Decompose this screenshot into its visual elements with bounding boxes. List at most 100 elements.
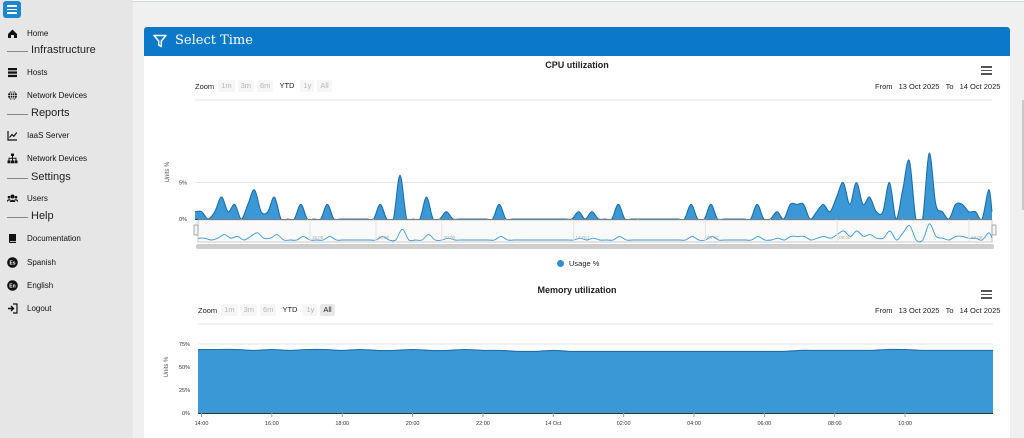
memory-y-tick-label: 75% (179, 342, 190, 348)
cpu-zoom-1y-button[interactable]: 1y (300, 80, 315, 92)
logout-icon (7, 302, 18, 314)
sidebar-section-reports: Reports (0, 106, 133, 122)
memory-series-area[interactable] (198, 349, 993, 413)
memory-x-tick-label: 14:00 (195, 421, 209, 427)
server-icon (7, 67, 18, 78)
memory-x-tick-label: 08:00 (828, 421, 842, 427)
menu-toggle-button[interactable] (3, 1, 21, 18)
sidebar-item-home[interactable]: Home (0, 24, 133, 42)
sidebar-item-users[interactable]: Users (0, 189, 133, 207)
navigator-tick-label: 18:00 (378, 235, 390, 240)
navigator-tick-label: 12:00 (971, 235, 983, 240)
sidebar-item-label: Spanish (27, 257, 56, 267)
legend-dot (557, 260, 564, 267)
home-icon (7, 28, 18, 39)
spanish-flag-icon: Es (7, 256, 18, 268)
cpu-zoom-label: Zoom (195, 81, 215, 91)
navigator-series-line (197, 223, 993, 243)
cpu-zoom-3m-button[interactable]: 3m (237, 80, 255, 92)
cpu-range-to-input[interactable]: 14 Oct 2025 (959, 82, 1001, 91)
navigator-right-handle[interactable] (991, 224, 997, 236)
memory-x-tick-label: 04:00 (687, 421, 701, 427)
cpu-zoom-all-button[interactable]: All (317, 80, 332, 92)
cpu-series-line[interactable] (194, 152, 993, 228)
cpu-y-tick-label: 5% (179, 181, 187, 187)
memory-y-tick-label: 50% (179, 365, 190, 371)
memory-zoom-3m-button[interactable]: 3m (240, 304, 258, 316)
sidebar-item-label: Network Devices (27, 153, 88, 163)
cpu-zoom-controls: Zoom 1m 3m 6m YTD 1y All (195, 80, 335, 92)
section-divider (7, 114, 28, 115)
sidebar-section-settings: Settings (0, 170, 133, 186)
book-icon (7, 233, 18, 244)
users-icon (7, 193, 18, 204)
menu-icon-bar (7, 5, 17, 7)
cpu-series-area[interactable] (195, 153, 992, 227)
sidebar-item-network-devices[interactable]: Network Devices (0, 86, 133, 104)
memory-x-tick-label: 18:00 (335, 421, 349, 427)
cpu-range-from-input[interactable]: 13 Oct 2025 (898, 82, 940, 91)
memory-zoom-all-button[interactable]: All (320, 304, 335, 316)
navigator-tick-label: 08:00 (839, 235, 851, 240)
memory-x-tick-label: 02:00 (617, 421, 631, 427)
memory-range-from-label: From (875, 306, 893, 315)
cpu-zoom-6m-button[interactable]: 6m (257, 80, 274, 92)
memory-series-line[interactable] (197, 348, 993, 353)
memory-x-tick-label: 10:00 (898, 421, 912, 427)
menu-icon-bar (7, 12, 17, 14)
memory-x-tick-label: 16:00 (265, 421, 279, 427)
panel-title: Select Time (175, 33, 253, 48)
cpu-range-to-label: To (945, 82, 954, 91)
memory-range-from-input[interactable]: 13 Oct 2025 (898, 306, 940, 315)
memory-date-range: From 13 Oct 2025 To 14 Oct 2025 (875, 306, 1000, 315)
memory-zoom-1y-button[interactable]: 1y (303, 304, 318, 316)
navigator-left-handle[interactable] (193, 224, 199, 236)
cpu-legend[interactable]: Usage % (557, 259, 599, 268)
sidebar-item-hosts[interactable]: Hosts (0, 63, 133, 81)
cpu-range-from-label: From (875, 82, 893, 91)
cpu-date-range: From 13 Oct 2025 To 14 Oct 2025 (875, 82, 1000, 91)
sidebar-item-logout[interactable]: Logout (0, 299, 133, 317)
navigator-tick-label: 16:00 (312, 235, 324, 240)
sidebar-section-heading: Infrastructure (31, 44, 96, 56)
navigator-tick-label: 20:00 (444, 235, 456, 240)
cpu-zoom-ytd-button[interactable]: YTD (276, 80, 298, 92)
sidebar-item-label: Network Devices (27, 90, 88, 100)
sidebar-item-label: English (27, 280, 54, 290)
cpu-y-tick-label: 0% (179, 217, 187, 223)
memory-zoom-6m-button[interactable]: 6m (260, 304, 277, 316)
sidebar-item-documentation[interactable]: Documentation (0, 229, 133, 247)
cpu-navigator[interactable]: 16:00 18:00 20:00 14 Oct 04:00 08:00 12:00 (192, 219, 998, 251)
svg-text:En: En (9, 283, 15, 289)
memory-x-tick-label: 22:00 (476, 421, 490, 427)
cpu-chart-menu-icon[interactable] (981, 66, 992, 75)
sidebar-section-help: Help (0, 209, 133, 225)
cpu-zoom-1m-button[interactable]: 1m (218, 80, 235, 92)
memory-zoom-ytd-button[interactable]: YTD (279, 304, 301, 316)
navigator-scrollbar[interactable] (196, 244, 994, 249)
sidebar-item-spanish[interactable]: Es Spanish (0, 253, 133, 271)
sidebar-item-iaas-server[interactable]: IaaS Server (0, 126, 133, 144)
sidebar-item-label: IaaS Server (27, 130, 70, 140)
top-divider (133, 0, 1024, 2)
svg-text:Es: Es (9, 260, 15, 266)
sidebar-section-heading: Reports (31, 107, 70, 119)
sidebar-item-label: Hosts (27, 67, 48, 77)
select-time-header[interactable]: Select Time (144, 27, 1010, 56)
navigator-tick-label: 14 Oct (576, 235, 590, 240)
sidebar-item-label: Users (27, 193, 48, 203)
sidebar-item-network-devices-report[interactable]: Network Devices (0, 149, 133, 167)
memory-x-tick-label: 06:00 (757, 421, 771, 427)
memory-y-tick-label: 25% (179, 388, 190, 394)
sidebar-item-english[interactable]: En English (0, 276, 133, 294)
sidebar: Home Hosts Network Devices IaaS Server Netwo… (0, 0, 133, 438)
sidebar-section-heading: Settings (31, 171, 71, 183)
globe-icon (7, 90, 18, 101)
sidebar-section-heading: Help (31, 210, 54, 222)
section-divider (7, 217, 28, 218)
cpu-legend-label: Usage % (569, 259, 600, 268)
memory-chart-menu-icon[interactable] (981, 290, 992, 299)
memory-range-to-input[interactable]: 14 Oct 2025 (959, 306, 1001, 315)
page-scrollbar[interactable] (1022, 100, 1024, 210)
memory-zoom-1m-button[interactable]: 1m (221, 304, 238, 316)
